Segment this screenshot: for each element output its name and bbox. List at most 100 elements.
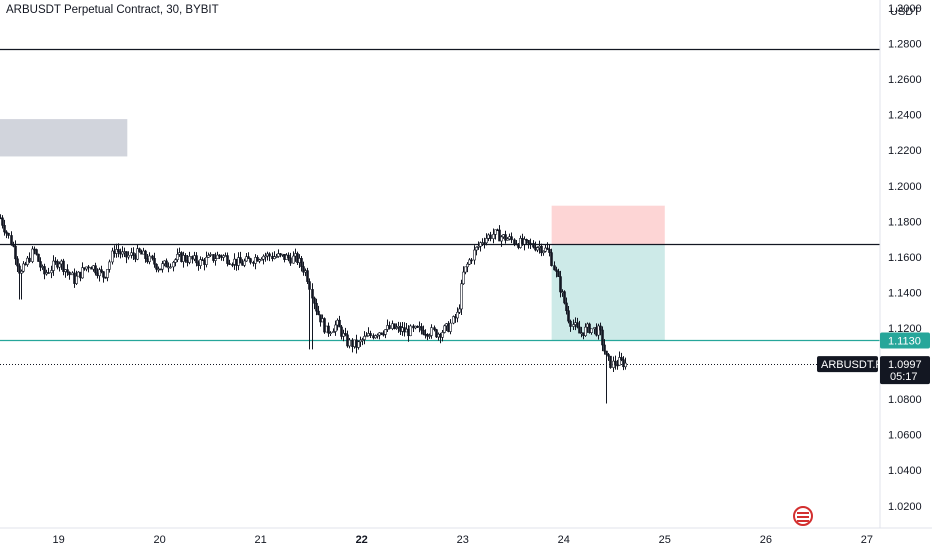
candle-body xyxy=(489,234,492,239)
candle-body xyxy=(504,234,507,241)
candle-body xyxy=(313,297,316,304)
candle xyxy=(68,271,71,280)
price-tick-label: 1.1400 xyxy=(888,287,922,299)
time-axis[interactable]: 19 20 21 22 23 24 25 26 27 xyxy=(52,534,873,546)
candle xyxy=(529,238,532,250)
candle xyxy=(58,261,61,272)
candle xyxy=(75,270,78,286)
candle-body xyxy=(216,254,219,260)
candle-body xyxy=(498,229,501,242)
price-axis[interactable]: 1.3000 1.2800 1.2600 1.2400 1.2200 1.2000 1.18… xyxy=(888,3,922,513)
price-tick-label: 1.0600 xyxy=(888,430,922,442)
candle-body xyxy=(435,329,438,338)
candle-body xyxy=(275,256,278,258)
candle-body xyxy=(525,239,528,241)
time-tick-label: 20 xyxy=(154,534,166,546)
candle xyxy=(12,241,15,248)
candle-body xyxy=(428,335,431,337)
candle-body xyxy=(79,271,82,279)
candle-body xyxy=(172,262,175,268)
candle xyxy=(20,269,23,300)
candle xyxy=(300,255,303,272)
candle-body xyxy=(191,256,194,260)
candle xyxy=(163,260,166,267)
candle-body xyxy=(58,263,61,268)
candle-body xyxy=(576,322,579,328)
candle-body xyxy=(361,339,364,341)
candle-body xyxy=(176,254,179,260)
candle xyxy=(111,247,114,265)
candle xyxy=(182,251,185,268)
candle-body xyxy=(302,266,305,273)
candle-body xyxy=(289,257,292,264)
price-tick-label: 1.2400 xyxy=(888,110,922,122)
candle-body xyxy=(449,322,452,332)
candle-body xyxy=(155,263,158,270)
candle xyxy=(435,328,438,339)
candle xyxy=(563,290,566,305)
candle xyxy=(228,259,231,266)
price-tick-label: 1.2800 xyxy=(888,39,922,51)
candle-body xyxy=(572,324,575,327)
candle-body xyxy=(5,231,8,234)
candle xyxy=(214,252,217,266)
candle-body xyxy=(395,327,398,329)
candle-body xyxy=(140,251,143,255)
candle-body xyxy=(10,235,13,246)
candle-body xyxy=(603,344,606,352)
candle-body xyxy=(153,258,156,265)
candle xyxy=(620,352,623,362)
candle xyxy=(311,283,314,350)
candle-body xyxy=(483,242,486,244)
candle xyxy=(273,251,276,260)
candle xyxy=(569,319,572,332)
candle xyxy=(315,298,318,316)
candle xyxy=(153,252,156,268)
take-profit-zone[interactable] xyxy=(551,244,665,341)
current-price-badge xyxy=(880,356,930,385)
candle-body xyxy=(252,262,255,264)
candle xyxy=(117,243,120,258)
us-flag-icon[interactable] xyxy=(793,506,813,526)
candle-body xyxy=(3,225,6,233)
candle-body xyxy=(369,333,372,336)
candle-body xyxy=(127,255,130,258)
candle-body xyxy=(506,238,509,241)
candle-body xyxy=(470,259,473,262)
time-tick-label: 26 xyxy=(760,534,772,546)
candle xyxy=(134,253,137,263)
candle-body xyxy=(544,247,547,252)
candle xyxy=(498,225,501,242)
candle xyxy=(624,357,627,370)
candle-body xyxy=(205,257,208,265)
candle xyxy=(559,270,562,298)
time-tick-label: 23 xyxy=(457,534,469,546)
candle-body xyxy=(311,289,314,299)
candle-body xyxy=(363,336,366,340)
candle-body xyxy=(243,260,246,266)
candle-body xyxy=(306,270,309,282)
candle xyxy=(222,254,225,262)
candle xyxy=(5,230,8,239)
candle xyxy=(121,246,124,258)
candle-body xyxy=(359,339,362,343)
candle-body xyxy=(567,310,570,322)
candle xyxy=(1,215,4,229)
candle-body xyxy=(224,255,227,257)
candle xyxy=(302,261,305,276)
candle-body xyxy=(207,255,210,258)
candle-body xyxy=(111,250,114,263)
candle-body xyxy=(430,327,433,336)
candle xyxy=(142,247,145,255)
candle-body xyxy=(601,329,604,346)
candle xyxy=(494,229,497,240)
candle xyxy=(578,320,581,334)
candle xyxy=(567,306,570,324)
candle-body xyxy=(47,272,50,274)
candle-body xyxy=(540,245,543,254)
stop-loss-zone[interactable] xyxy=(551,205,665,245)
candle-body xyxy=(121,251,124,255)
candle xyxy=(557,268,560,277)
candle-body xyxy=(197,262,200,266)
